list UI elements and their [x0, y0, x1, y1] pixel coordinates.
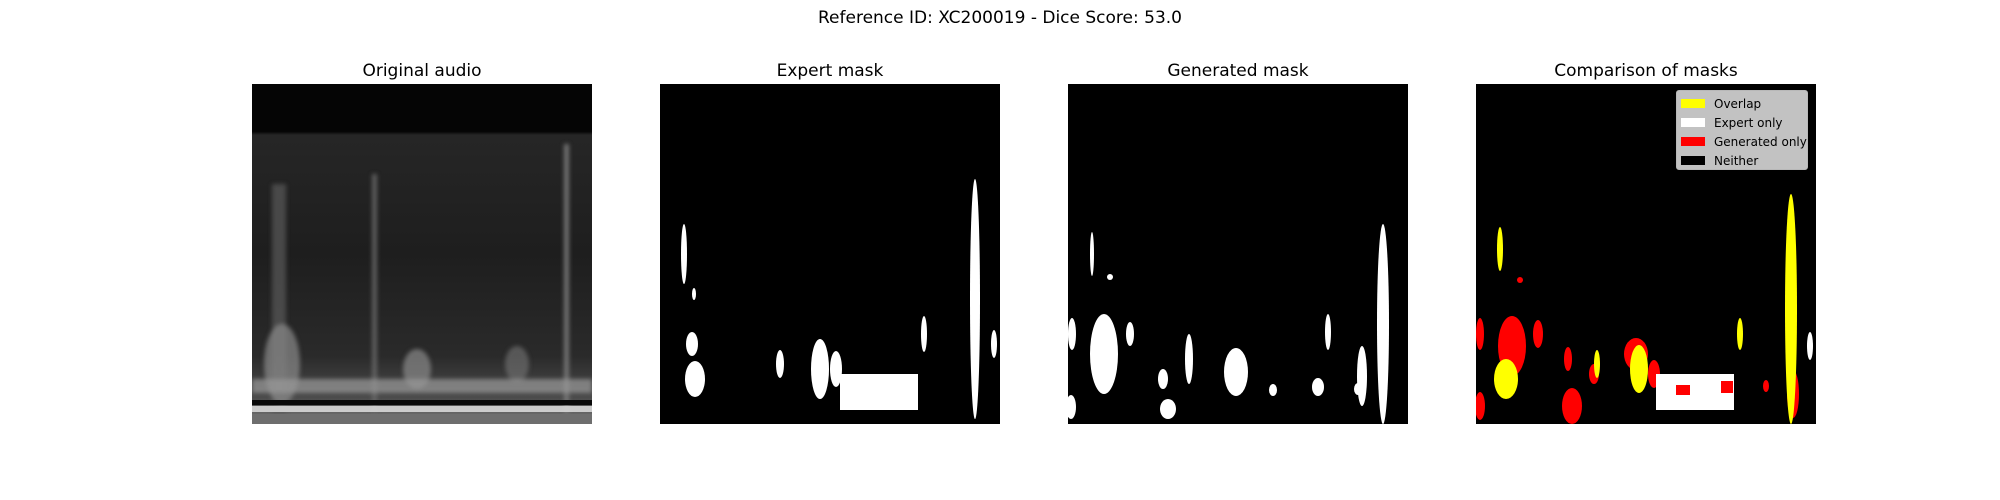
panel-comparison: Comparison of masks: [1476, 58, 1816, 424]
legend-label: Generated only: [1714, 134, 1807, 149]
generated-mask-image: [1068, 84, 1408, 424]
legend-swatch: [1681, 118, 1705, 127]
legend-swatch: [1681, 137, 1705, 146]
panel-title: Generated mask: [1167, 61, 1309, 81]
legend-item-neither: Neither: [1677, 151, 1807, 170]
legend-swatch: [1681, 99, 1705, 108]
legend-label: Expert only: [1714, 115, 1783, 130]
expert-mask-image: [660, 84, 1000, 424]
legend-item-expert-only: Expert only: [1677, 113, 1807, 132]
panel-title: Comparison of masks: [1554, 61, 1738, 81]
legend-label: Overlap: [1714, 96, 1762, 111]
legend: Overlap Expert only Generated only Neith…: [1676, 90, 1808, 170]
comparison-mask-image: [1476, 84, 1816, 424]
panel-generated-mask: Generated mask: [1068, 58, 1408, 424]
spectrogram-image: [252, 84, 592, 424]
panel-title: Original audio: [362, 61, 482, 81]
legend-item-overlap: Overlap: [1677, 94, 1807, 113]
legend-item-generated-only: Generated only: [1677, 132, 1807, 151]
panel-expert-mask: Expert mask: [660, 58, 1000, 424]
legend-swatch: [1681, 156, 1705, 165]
figure-title: Reference ID: XC200019 - Dice Score: 53.…: [818, 8, 1182, 28]
panel-title: Expert mask: [776, 61, 884, 81]
legend-label: Neither: [1714, 153, 1759, 168]
panel-original-audio: Original audio: [252, 58, 592, 424]
